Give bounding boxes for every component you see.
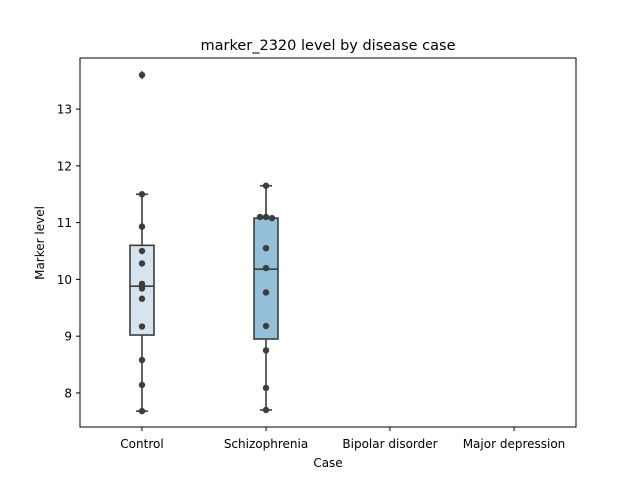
data-point [138,295,146,302]
data-point [138,356,146,364]
plot-area: 8 9 10 11 12 13 Control Schizophrenia Bipolar di… [57,57,577,451]
x-axis-label: Case [313,456,342,470]
x-tick-label: Major depression [463,437,566,451]
data-point [138,381,146,389]
y-tick-label: 8 [64,386,72,400]
data-point [262,264,270,272]
data-point [138,323,146,330]
chart-title: marker_2320 level by disease case [201,38,456,54]
y-tick-label: 10 [57,273,72,287]
y-tick-label: 12 [57,159,72,173]
data-point [138,223,146,230]
x-tick-label: Bipolar disorder [342,437,437,451]
data-point [262,347,270,354]
data-point [138,71,146,79]
data-point [138,260,146,267]
y-tick-label: 11 [57,216,72,230]
data-point [138,285,146,292]
iqr-box [253,217,279,340]
y-tick-label: 9 [64,330,72,344]
data-point [138,280,146,288]
data-point [138,191,146,198]
axes-frame [79,57,577,428]
y-tick-label: 13 [57,103,72,117]
data-point [262,289,270,296]
data-point [262,322,270,330]
data-point [138,247,146,255]
data-point [262,182,270,189]
data-point [268,214,276,222]
data-point [256,213,264,221]
data-point [262,406,270,414]
data-point [262,384,270,392]
data-point [262,213,270,221]
x-tick-label: Control [120,437,163,451]
data-point [138,407,146,415]
y-axis-label: Marker level [33,206,47,280]
data-point [262,244,270,252]
x-tick-label: Schizophrenia [224,437,308,451]
